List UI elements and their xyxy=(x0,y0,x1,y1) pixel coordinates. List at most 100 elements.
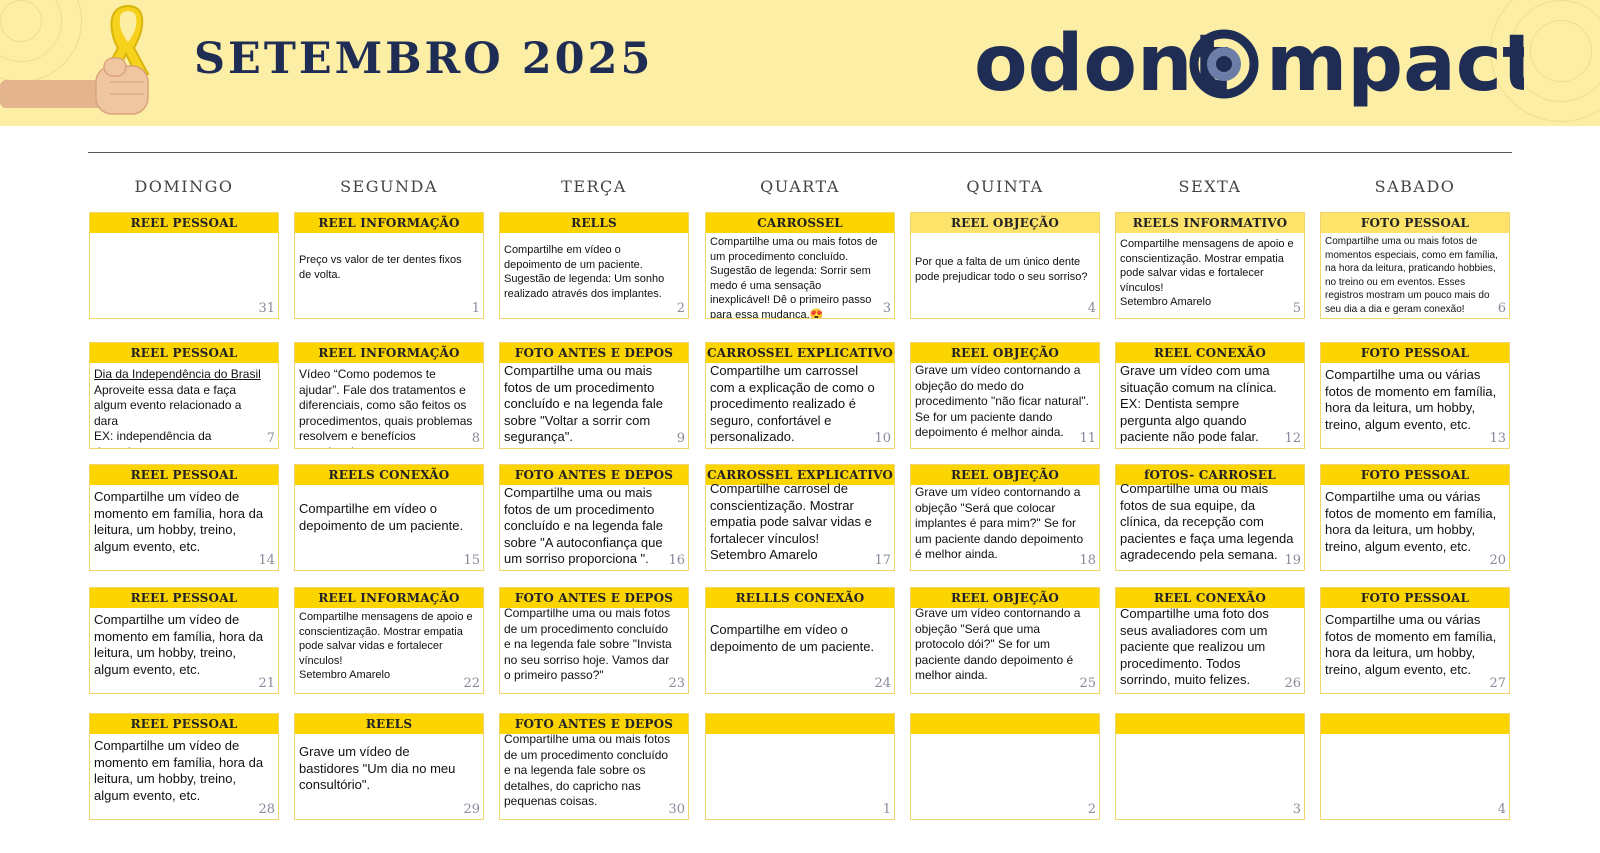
post-description-text: Compartilhe uma ou mais fotos de um proc… xyxy=(504,363,664,444)
calendar-day-cell[interactable]: REEL PESSOAL Compartilhe um vídeo de mome… xyxy=(89,587,279,694)
post-description-text: Aproveite essa data e faça algum evento … xyxy=(94,382,242,449)
post-type-label: CARROSSEL xyxy=(706,213,894,233)
post-description-text: Compartilhe um vídeo de momento em famíl… xyxy=(94,489,264,554)
day-number: 7 xyxy=(266,431,275,446)
post-type-label: REEL PESSOAL xyxy=(90,213,278,233)
post-description: Dia da Independência do Brasil Aproveite … xyxy=(94,367,268,449)
calendar-day-cell[interactable]: FOTO ANTES E DEPOS Compartilhe uma ou mai… xyxy=(499,713,689,820)
calendar-day-cell[interactable]: REEL OBJEÇÃO Grave um vídeo contornando a… xyxy=(910,342,1100,449)
day-number: 18 xyxy=(1079,553,1096,568)
post-description: Compartilhe uma ou várias fotos de momen… xyxy=(1325,367,1499,433)
post-description-text: Compartilhe um vídeo de momento em famíl… xyxy=(94,612,264,677)
calendar-day-cell[interactable]: FOTO ANTES E DEPOS Compartilhe uma ou mai… xyxy=(499,587,689,694)
post-description-text: Compartilhe em vídeo o depoimento de um … xyxy=(710,622,875,654)
calendar-day-cell[interactable]: CARROSSEL Compartilhe uma ou mais fotos d… xyxy=(705,212,895,319)
decor-ring xyxy=(0,0,42,42)
post-type-label: REEL OBJEÇÃO xyxy=(911,588,1099,608)
post-description-text: Compartilhe uma ou mais fotos de sua equ… xyxy=(1120,481,1294,562)
day-number: 15 xyxy=(463,553,480,568)
calendar-day-cell[interactable]: REEL CONEXÃO Compartilhe uma foto dos seu… xyxy=(1115,587,1305,694)
calendar-day-cell[interactable]: REEL PESSOAL Dia da Independência do Bras… xyxy=(89,342,279,449)
calendar-day-cell[interactable]: RELLLS CONEXÃO Compartilhe em vídeo o dep… xyxy=(705,587,895,694)
post-type-label xyxy=(1116,714,1304,734)
day-number: 2 xyxy=(676,301,685,316)
post-description: Compartilhe em vídeo o depoimento de um … xyxy=(710,622,884,655)
day-number: 10 xyxy=(874,431,891,446)
post-description: Compartilhe uma ou mais fotos de um proc… xyxy=(504,606,678,684)
post-type-label: fOTOS- CARROSEL xyxy=(1116,465,1304,485)
calendar-day-cell[interactable]: FOTO PESSOAL Compartilhe uma ou várias fo… xyxy=(1320,587,1510,694)
decor-ring xyxy=(1510,0,1600,102)
day-number: 21 xyxy=(258,676,275,691)
post-type-label: FOTO PESSOAL xyxy=(1321,343,1509,363)
calendar-day-cell[interactable]: REELS CONEXÃO Compartilhe em vídeo o depo… xyxy=(294,464,484,571)
calendar-day-cell[interactable]: 3 xyxy=(1115,713,1305,820)
calendar-day-cell[interactable]: REEL INFORMAÇÃO Preço vs valor de ter den… xyxy=(294,212,484,319)
post-type-label: FOTO ANTES E DEPOS xyxy=(500,343,688,363)
post-type-label: FOTO PESSOAL xyxy=(1321,465,1509,485)
calendar-day-cell[interactable]: REEL OBJEÇÃO Grave um vídeo contornando a… xyxy=(910,464,1100,571)
post-description: Compartilhe uma ou mais fotos de um proc… xyxy=(504,485,678,568)
calendar-day-cell[interactable]: REEL CONEXÃO Grave um vídeo com uma situa… xyxy=(1115,342,1305,449)
calendar-day-cell[interactable]: REELS Grave um vídeo de bastidores "Um di… xyxy=(294,713,484,820)
calendar-day-cell[interactable]: fOTOS- CARROSEL Compartilhe uma ou mais f… xyxy=(1115,464,1305,571)
post-description-text: Compartilhe em vídeo o depoimento de um … xyxy=(504,244,665,300)
calendar-day-cell[interactable]: REEL OBJEÇÃO Grave um vídeo contornando a… xyxy=(910,587,1100,694)
calendar-day-cell[interactable]: FOTO ANTES E DEPOS Compartilhe uma ou mai… xyxy=(499,464,689,571)
calendar-day-cell[interactable]: REEL PESSOAL Compartilhe um vídeo de mome… xyxy=(89,713,279,820)
day-number: 3 xyxy=(1292,802,1301,817)
post-description: Grave um vídeo contornando a objeção do … xyxy=(915,363,1089,441)
calendar-day-cell[interactable]: FOTO ANTES E DEPOS Compartilhe uma ou mai… xyxy=(499,342,689,449)
calendar-day-cell[interactable]: RELLS Compartilhe em vídeo o depoimento d… xyxy=(499,212,689,319)
post-type-label: RELLLS CONEXÃO xyxy=(706,588,894,608)
calendar-day-cell[interactable]: FOTO PESSOAL Compartilhe uma ou várias fo… xyxy=(1320,342,1510,449)
weekday-3: TERÇA xyxy=(561,177,627,196)
calendar-day-cell[interactable]: REEL OBJEÇÃO Por que a falta de um único … xyxy=(910,212,1100,319)
title-divider xyxy=(88,152,1512,153)
calendar-day-cell[interactable]: 4 xyxy=(1320,713,1510,820)
post-type-label: REEL PESSOAL xyxy=(90,465,278,485)
post-type-label xyxy=(1321,714,1509,734)
calendar-day-cell[interactable]: REEL INFORMAÇÃO Vídeo “Como podemos te aj… xyxy=(294,342,484,449)
calendar-day-cell[interactable]: REEL PESSOAL 31 xyxy=(89,212,279,319)
calendar-day-cell[interactable]: 2 xyxy=(910,713,1100,820)
post-description: Compartilhe carrosel de conscientização.… xyxy=(710,481,884,564)
calendar-day-cell[interactable]: FOTO PESSOAL Compartilhe uma ou mais foto… xyxy=(1320,212,1510,319)
post-description: Compartilhe em vídeo o depoimento de um … xyxy=(299,501,473,534)
calendar-day-cell[interactable]: CARROSSEL EXPLICATIVO Compartilhe carrose… xyxy=(705,464,895,571)
post-description-text: Compartilhe em vídeo o depoimento de um … xyxy=(299,501,464,533)
day-number: 6 xyxy=(1497,301,1506,316)
post-description-heading: Dia da Independência do Brasil xyxy=(94,367,261,381)
calendar-day-cell[interactable]: FOTO PESSOAL Compartilhe uma ou várias fo… xyxy=(1320,464,1510,571)
post-description: Compartilhe uma foto dos seus avaliadore… xyxy=(1120,606,1294,689)
post-description: Grave um vídeo com uma situação comum na… xyxy=(1120,363,1294,446)
calendar-day-cell[interactable]: REELS INFORMATIVO Compartilhe mensagens d… xyxy=(1115,212,1305,319)
post-type-label: FOTO ANTES E DEPOS xyxy=(500,714,688,734)
post-description: Compartilhe uma ou mais fotos de um proc… xyxy=(504,732,678,810)
post-type-label: REEL PESSOAL xyxy=(90,343,278,363)
post-description-text: Grave um vídeo contornando a objeção do … xyxy=(915,363,1089,439)
day-number: 8 xyxy=(471,431,480,446)
calendar-day-cell[interactable]: REEL PESSOAL Compartilhe um vídeo de mome… xyxy=(89,464,279,571)
post-type-label: REEL OBJEÇÃO xyxy=(911,213,1099,233)
post-description-text: Compartilhe uma ou mais fotos de momento… xyxy=(1325,236,1498,315)
calendar-day-cell[interactable]: CARROSSEL EXPLICATIVO Compartilhe um carr… xyxy=(705,342,895,449)
day-number: 12 xyxy=(1284,431,1301,446)
post-description-text: Compartilhe carrosel de conscientização.… xyxy=(710,481,872,562)
yellow-ribbon-hand-icon xyxy=(0,4,150,115)
post-type-label: FOTO ANTES E DEPOS xyxy=(500,588,688,608)
post-description: Grave um vídeo de bastidores "Um dia no … xyxy=(299,744,473,794)
weekday-2: SEGUNDA xyxy=(340,177,438,196)
post-description: Por que a falta de um único dente pode p… xyxy=(915,255,1089,284)
post-description: Compartilhe um vídeo de momento em famíl… xyxy=(94,489,268,555)
post-type-label: RELLS xyxy=(500,213,688,233)
logo-right-text: mpact xyxy=(1266,19,1524,109)
post-description-text: Vídeo “Como podemos te ajudar”. Fale dos… xyxy=(299,367,473,448)
post-type-label: REEL INFORMAÇÃO xyxy=(295,213,483,233)
calendar-day-cell[interactable]: REEL INFORMAÇÃO Compartilhe mensagens de … xyxy=(294,587,484,694)
header-band: SETEMBRO 2025 odont mpact xyxy=(0,0,1600,126)
post-description-text: Compartilhe uma ou mais fotos de um proc… xyxy=(504,606,672,682)
post-description: Grave um vídeo contornando a objeção "Se… xyxy=(915,485,1089,563)
day-number: 31 xyxy=(258,301,275,316)
calendar-day-cell[interactable]: 1 xyxy=(705,713,895,820)
